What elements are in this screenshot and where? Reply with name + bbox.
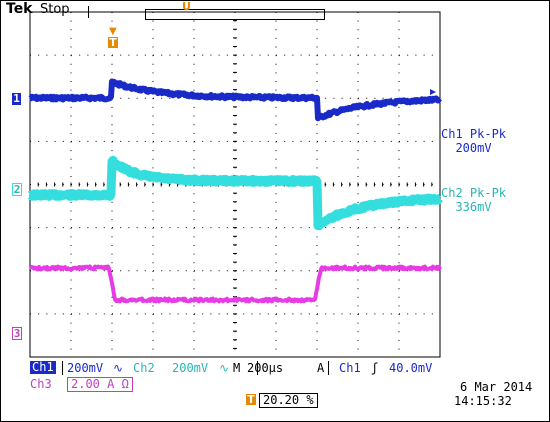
trigger-slope-icon: ʃ <box>371 361 379 375</box>
ch1-measurement-name: Ch1 Pk-Pk <box>441 127 507 141</box>
ch1-waveform <box>28 78 443 122</box>
ch1-measurement-value: 200mV <box>455 141 492 155</box>
ch2-measurement-value: 336mV <box>455 200 492 214</box>
record-length-bar <box>145 9 325 20</box>
ch2-coupling-icon: ∿ <box>219 361 230 375</box>
ch3-ground-marker[interactable]: 3 <box>12 327 22 340</box>
record-position-marker: U <box>182 0 191 13</box>
ch1-measurement: Ch1 Pk-Pk 200mV <box>441 127 506 155</box>
trigger-position-value[interactable]: 20.20 % <box>259 393 318 408</box>
ch2-measurement-name: Ch2 Pk-Pk <box>441 186 507 200</box>
status-separator <box>257 361 258 375</box>
ch2-scale[interactable]: 200mV <box>172 361 209 375</box>
ch1-ground-marker[interactable]: 1 <box>12 92 21 105</box>
ch2-measurement: Ch2 Pk-Pk 336mV <box>441 186 506 214</box>
ch3-waveform <box>28 264 442 304</box>
date-display: 6 Mar 2014 <box>460 380 533 394</box>
ch2-ground-marker[interactable]: 2 <box>12 183 22 196</box>
trigger-position-icon[interactable]: T <box>108 36 118 49</box>
ch3-tag[interactable]: Ch3 <box>30 377 52 391</box>
ch2-waveform <box>26 155 444 231</box>
ch1-tag[interactable]: Ch1 <box>30 360 56 374</box>
trigger-level[interactable]: 40.0mV <box>389 361 433 375</box>
brand-logo: Tek <box>6 1 33 17</box>
ch1-coupling-icon: ∿ <box>113 361 124 375</box>
trigger-position-bottom-icon: T <box>246 393 256 406</box>
timebase-mode: M <box>233 361 241 375</box>
trigger-arrow-icon: ▼ <box>109 26 117 37</box>
trigger-mode: A <box>317 361 325 375</box>
trigger-source[interactable]: Ch1 <box>339 361 361 375</box>
timebase-value[interactable]: 200µs <box>247 361 284 375</box>
trigger-level-arrow-icon[interactable] <box>430 89 436 95</box>
ch3-scale[interactable]: 2.00 A Ω <box>67 377 133 392</box>
time-display: 14:15:32 <box>454 394 512 408</box>
ch2-tag[interactable]: Ch2 <box>133 361 155 375</box>
status-separator <box>328 361 329 375</box>
run-state-label: Stop <box>40 2 70 17</box>
status-separator <box>62 361 63 375</box>
ch1-scale[interactable]: 200mV <box>67 361 104 375</box>
